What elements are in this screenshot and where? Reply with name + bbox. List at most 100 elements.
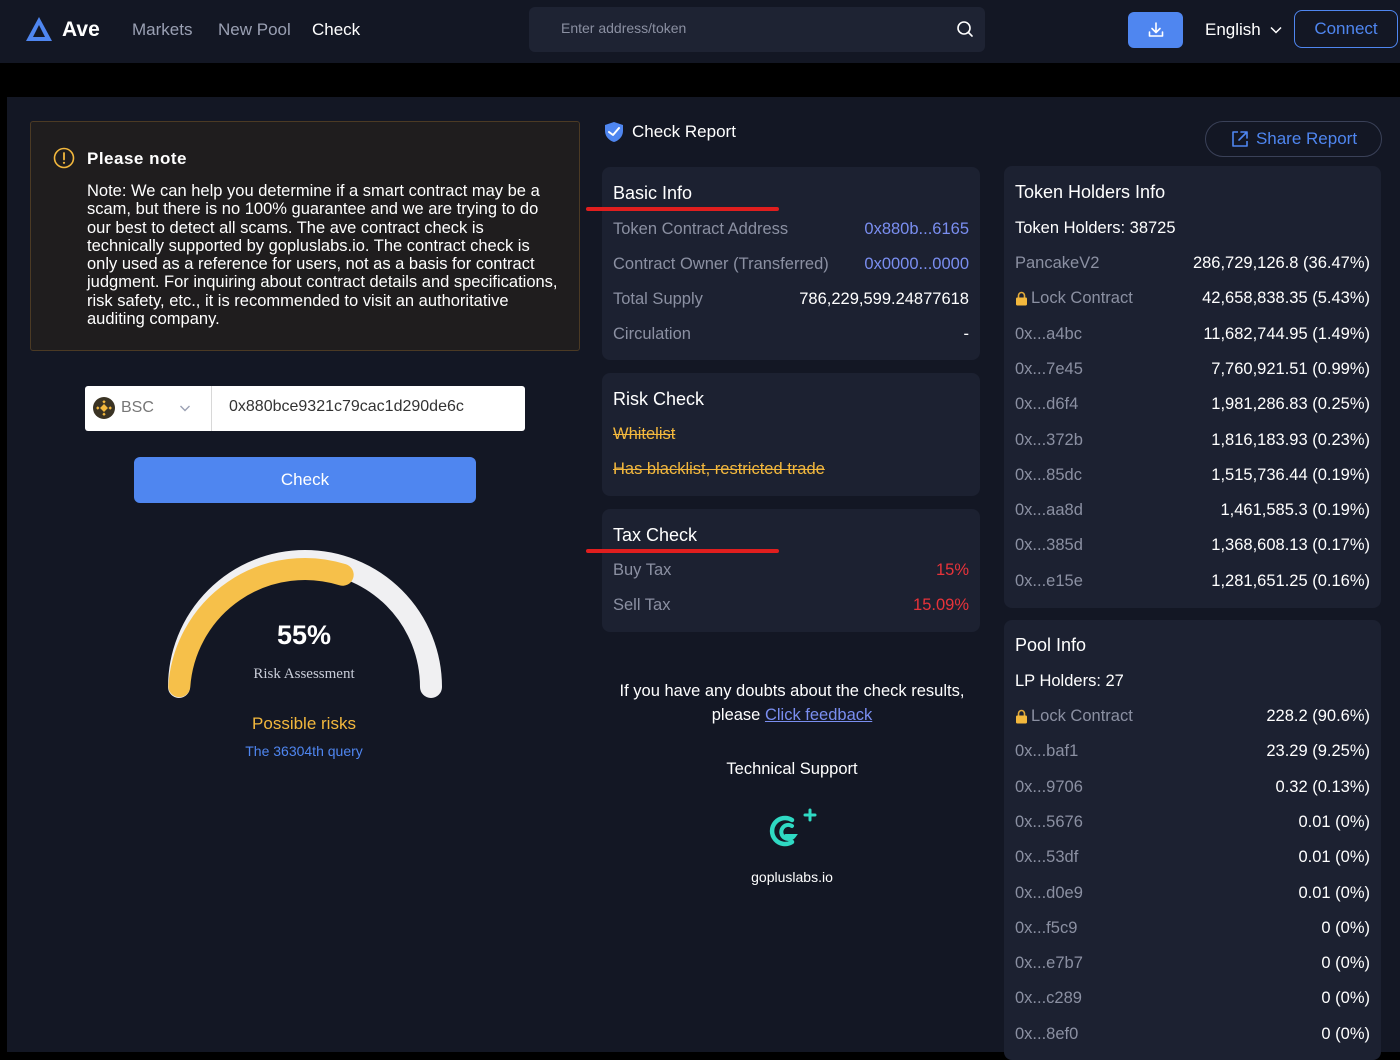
holder-address[interactable]: 0x...385d bbox=[1015, 536, 1083, 555]
pool-info-card: Pool Info LP Holders: 27 Lock Contract 22… bbox=[1004, 620, 1381, 1060]
holder-address[interactable]: 0x...85dc bbox=[1015, 466, 1082, 485]
highlight-underline bbox=[586, 549, 779, 553]
tax-check-title: Tax Check bbox=[613, 525, 698, 545]
chain-select[interactable]: BSC bbox=[85, 386, 212, 431]
lp-holder-address: Lock Contract bbox=[1015, 707, 1133, 726]
basic-info-card: Basic Info Token Contract Address 0x880b… bbox=[602, 167, 980, 360]
contract-address-input[interactable] bbox=[229, 398, 514, 416]
brand-name: Ave bbox=[62, 18, 100, 41]
contract-owner-address[interactable]: 0x0000...0000 bbox=[864, 255, 969, 273]
holder-address[interactable]: 0x...7e45 bbox=[1015, 360, 1083, 379]
sell-tax-value: 15.09% bbox=[913, 596, 969, 614]
lp-holder-address[interactable]: 0x...c289 bbox=[1015, 989, 1082, 1008]
basic-row-label: Total Supply bbox=[613, 290, 703, 308]
lp-holder-label: 0x...d0e9 bbox=[1015, 883, 1083, 902]
lp-holder-value: 0 (0%) bbox=[1321, 918, 1370, 937]
risk-check-title: Risk Check bbox=[613, 389, 705, 409]
search-input[interactable] bbox=[561, 20, 941, 36]
lp-holder-label: 0x...f5c9 bbox=[1015, 918, 1078, 937]
buy-tax-value: 15% bbox=[935, 561, 969, 579]
lp-holder-value: 0.01 (0%) bbox=[1298, 812, 1370, 831]
risk-status: Possible risks bbox=[252, 714, 356, 733]
lp-holder-value: 0 (0%) bbox=[1321, 954, 1370, 973]
holder-label: 0x...7e45 bbox=[1015, 359, 1083, 378]
lp-holder-address[interactable]: 0x...5676 bbox=[1015, 813, 1083, 832]
lp-holder-address[interactable]: 0x...f5c9 bbox=[1015, 919, 1077, 938]
feedback-link[interactable]: Click feedback bbox=[764, 706, 873, 724]
language-label: English bbox=[1205, 20, 1261, 39]
technical-support-label: Technical Support bbox=[726, 760, 858, 778]
risk-percent: 55% bbox=[276, 620, 332, 650]
lp-holder-value: 228.2 (90.6%) bbox=[1266, 707, 1370, 725]
risk-gauge bbox=[168, 550, 442, 698]
risk-check-card: Risk Check Whitelist Has blacklist, rest… bbox=[602, 373, 980, 496]
lp-holder-value: 23.29 (9.25%) bbox=[1266, 742, 1370, 761]
language-selector[interactable]: English bbox=[1205, 20, 1283, 40]
gauge-fill bbox=[168, 558, 354, 698]
tax-check-card: Tax Check Buy Tax 15% Sell Tax 15.09% bbox=[602, 509, 980, 632]
lp-holder-value: 0 (0%) bbox=[1321, 1024, 1370, 1043]
lp-holder-value: 0.01 (0%) bbox=[1298, 883, 1370, 902]
search-icon[interactable] bbox=[955, 19, 975, 39]
risk-item: Whitelist bbox=[613, 425, 676, 443]
holder-value: 11,682,744.95 (1.49%) bbox=[1203, 324, 1370, 343]
holder-address[interactable]: 0x...372b bbox=[1015, 431, 1083, 450]
nav-markets[interactable]: Markets bbox=[132, 20, 193, 39]
query-count: The 36304th query bbox=[245, 743, 363, 759]
nav-check[interactable]: Check bbox=[312, 20, 361, 39]
lp-holders-count: LP Holders: 27 bbox=[1015, 672, 1124, 690]
shield-check-icon bbox=[605, 122, 623, 142]
doubts-text: If you have any doubts about the check r… bbox=[619, 682, 965, 724]
share-report-button[interactable]: Share Report bbox=[1205, 121, 1382, 157]
holder-value: 42,658,838.35 (5.43%) bbox=[1202, 289, 1370, 308]
holder-label: 0x...e15e bbox=[1015, 571, 1083, 590]
share-report-label: Share Report bbox=[1255, 129, 1358, 148]
lp-holder-label: 0x...5676 bbox=[1015, 812, 1083, 831]
token-holders-title: Token Holders Info bbox=[1015, 182, 1166, 202]
download-icon bbox=[1148, 22, 1163, 37]
holder-value: 1,368,608.13 (0.17%) bbox=[1211, 536, 1370, 555]
chevron-down-icon bbox=[180, 405, 190, 412]
lp-holder-label: 0x...baf1 bbox=[1015, 742, 1079, 761]
lp-holder-value: 0.01 (0%) bbox=[1298, 848, 1370, 867]
check-button[interactable]: Check bbox=[134, 457, 476, 503]
lp-holder-value: 0.32 (0.13%) bbox=[1275, 777, 1370, 796]
holder-label: 0x...a4bc bbox=[1015, 324, 1082, 343]
lp-holder-address[interactable]: 0x...8ef0 bbox=[1015, 1025, 1078, 1044]
holder-address[interactable]: 0x...aa8d bbox=[1015, 501, 1083, 520]
risk-assessment-label: Risk Assessment bbox=[253, 666, 355, 682]
lock-icon bbox=[1016, 709, 1027, 724]
token-contract-address[interactable]: 0x880b...6165 bbox=[864, 220, 969, 238]
holder-label: 0x...85dc bbox=[1015, 465, 1082, 484]
holder-label: 0x...385d bbox=[1015, 536, 1083, 555]
connect-button[interactable]: Connect bbox=[1294, 10, 1398, 48]
note-title: Please note bbox=[87, 149, 187, 168]
holder-value: 1,281,651.25 (0.16%) bbox=[1211, 571, 1370, 590]
note-body: Note: We can help you determine if a sma… bbox=[87, 182, 558, 329]
lp-holder-address[interactable]: 0x...9706 bbox=[1015, 778, 1083, 797]
goplus-logo-icon[interactable] bbox=[764, 806, 820, 852]
goplus-name: gopluslabs.io bbox=[751, 869, 833, 885]
lp-holder-label: Lock Contract bbox=[1031, 707, 1133, 725]
lp-holder-address[interactable]: 0x...e7b7 bbox=[1015, 954, 1083, 973]
holder-value: 7,760,921.51 (0.99%) bbox=[1211, 359, 1370, 378]
download-button[interactable] bbox=[1128, 12, 1183, 48]
nav-new-pool[interactable]: New Pool bbox=[218, 20, 291, 39]
basic-row-label: Token Contract Address bbox=[613, 220, 789, 238]
lp-holder-label: 0x...e7b7 bbox=[1015, 954, 1083, 973]
lp-holder-address[interactable]: 0x...baf1 bbox=[1015, 742, 1078, 761]
holder-address[interactable]: 0x...a4bc bbox=[1015, 325, 1082, 344]
holder-address[interactable]: 0x...d6f4 bbox=[1015, 395, 1078, 414]
holder-value: 1,816,183.93 (0.23%) bbox=[1211, 430, 1370, 449]
bsc-icon bbox=[93, 397, 115, 419]
brand-logo[interactable]: Ave bbox=[24, 15, 100, 45]
lp-holder-label: 0x...53df bbox=[1015, 848, 1079, 867]
warning-icon bbox=[53, 147, 75, 169]
lp-holder-address[interactable]: 0x...d0e9 bbox=[1015, 884, 1083, 903]
lock-icon bbox=[1016, 292, 1027, 306]
total-supply-value: 786,229,599.24877618 bbox=[799, 290, 969, 308]
holder-address[interactable]: PancakeV2 bbox=[1015, 254, 1099, 273]
holder-address[interactable]: 0x...e15e bbox=[1015, 572, 1083, 591]
holder-value: 1,981,286.83 (0.25%) bbox=[1211, 395, 1370, 414]
lp-holder-address[interactable]: 0x...53df bbox=[1015, 848, 1078, 867]
